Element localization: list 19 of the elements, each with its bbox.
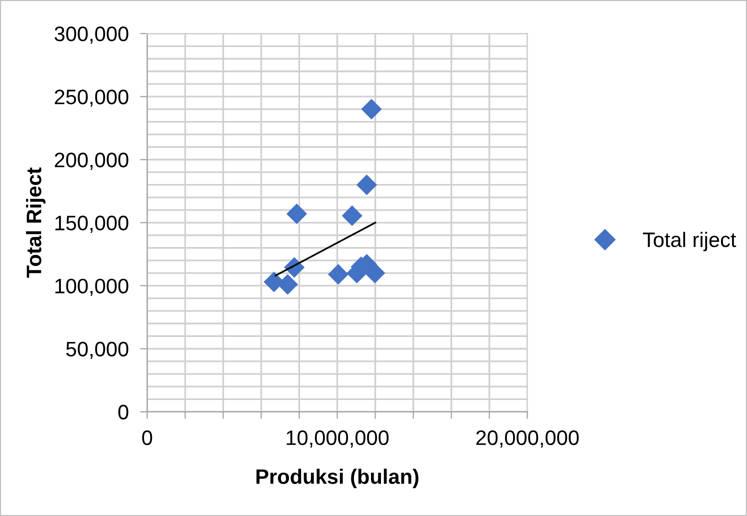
point xyxy=(328,264,349,285)
y-tick-label: 150,000 xyxy=(55,216,128,233)
y-tick-label: 200,000 xyxy=(54,152,128,170)
y-tick-label: 250,000 xyxy=(54,90,128,107)
point xyxy=(356,174,378,196)
y-axis-title: Total Riject xyxy=(26,168,46,278)
x-tick-label: 10,000,000 xyxy=(286,430,389,448)
x-tick-label: 0 xyxy=(142,430,152,446)
y-tick-label: 50,000 xyxy=(66,342,128,359)
x-tick-label: 20,000,000 xyxy=(476,430,579,448)
y-tick-label: 0 xyxy=(118,404,128,420)
point xyxy=(342,205,362,226)
point xyxy=(361,98,382,120)
x-axis-title: Produksi (bulan) xyxy=(256,468,418,488)
point xyxy=(364,262,386,284)
y-tick-label: 300,000 xyxy=(54,26,128,44)
y-tick-label: 100,000 xyxy=(55,278,128,296)
legend-label: Total riject xyxy=(642,232,736,252)
point xyxy=(286,204,308,224)
